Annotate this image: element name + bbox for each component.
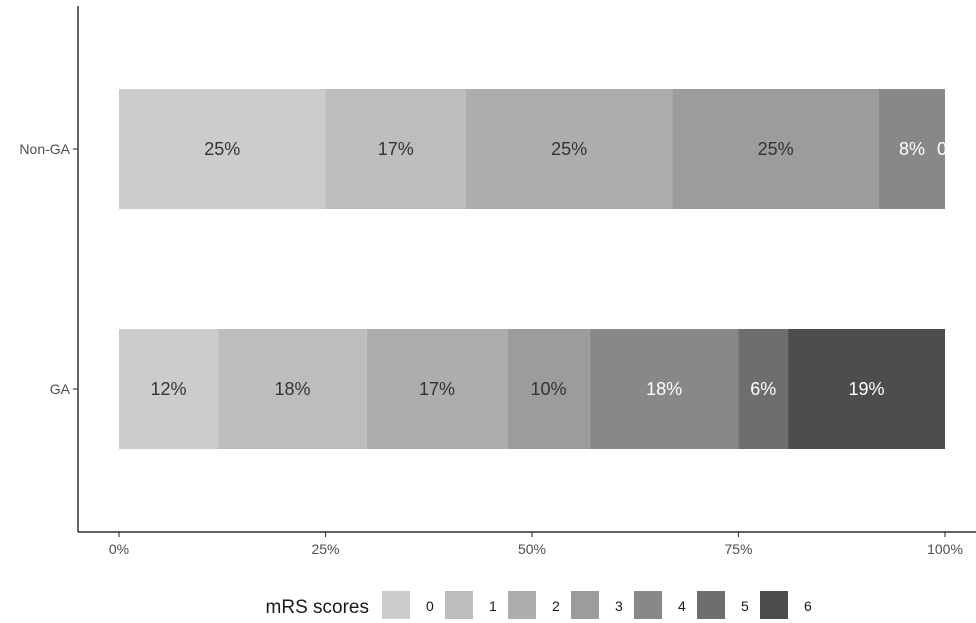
legend-swatch-mrs-1 — [445, 591, 473, 619]
bar-segment-non-ga-mrs-3 — [672, 89, 879, 209]
y-ticks-layer: Non-GA GA — [19, 141, 78, 397]
bar-segment-ga-mrs-0 — [119, 329, 219, 449]
legend-swatch-mrs-5 — [697, 591, 725, 619]
x-tick-label: 25% — [311, 541, 339, 557]
bar-segment-ga-mrs-3 — [507, 329, 590, 449]
legend: mRS scores 0 1 2 3 4 5 6 — [266, 591, 812, 619]
legend-swatch-mrs-3 — [571, 591, 599, 619]
legend-swatch-mrs-2 — [508, 591, 536, 619]
x-tick-label: 0% — [109, 541, 129, 557]
legend-title: mRS scores — [266, 597, 369, 618]
bar-segment-ga-mrs-4 — [589, 329, 739, 449]
legend-swatch-mrs-4 — [634, 591, 662, 619]
bar-label-ga-mrs-3: 10% — [531, 379, 567, 399]
y-tick-label: Non-GA — [19, 141, 70, 157]
legend-swatch-mrs-6 — [760, 591, 788, 619]
bar-segment-ga-mrs-2 — [366, 329, 508, 449]
legend-label-mrs-2: 2 — [552, 598, 560, 614]
bar-label-non-ga-mrs-1: 17% — [378, 139, 414, 159]
x-tick-label: 100% — [927, 541, 963, 557]
y-tick-label: GA — [50, 381, 71, 397]
bar-segment-ga-mrs-5 — [738, 329, 789, 449]
bar-label-ga-mrs-6: 19% — [849, 379, 885, 399]
bar-label-ga-mrs-5: 6% — [750, 379, 776, 399]
bar-segment-ga-mrs-6 — [788, 329, 945, 449]
legend-label-mrs-6: 6 — [804, 598, 812, 614]
axes-layer — [77, 6, 976, 533]
bar-segment-non-ga-mrs-4 — [878, 89, 945, 209]
bar-segment-non-ga-mrs-1 — [325, 89, 466, 209]
bar-segment-ga-mrs-1 — [218, 329, 367, 449]
bar-label-non-ga-mrs-3: 25% — [758, 139, 794, 159]
bar-label-ga-mrs-0: 12% — [151, 379, 187, 399]
x-tick-label: 75% — [724, 541, 752, 557]
legend-label-mrs-5: 5 — [741, 598, 749, 614]
bar-label-non-ga-mrs-2: 25% — [551, 139, 587, 159]
x-ticks-layer: 0% 25% 50% 75% 100% — [109, 532, 963, 557]
bars-layer: 25% 17% 25% 25% 8% 0% 12% 18% 17% 10% 18% 6% 19% — [119, 89, 963, 449]
bar-label-non-ga-mrs-5: 0% — [937, 139, 963, 159]
legend-label-mrs-4: 4 — [678, 598, 686, 614]
bar-label-ga-mrs-4: 18% — [646, 379, 682, 399]
bar-label-ga-mrs-2: 17% — [419, 379, 455, 399]
legend-label-mrs-1: 1 — [489, 598, 497, 614]
bar-label-non-ga-mrs-4: 8% — [899, 139, 925, 159]
legend-label-mrs-3: 3 — [615, 598, 623, 614]
bar-label-non-ga-mrs-0: 25% — [204, 139, 240, 159]
bar-segment-non-ga-mrs-0 — [119, 89, 326, 209]
legend-swatch-mrs-0 — [382, 591, 410, 619]
legend-label-mrs-0: 0 — [426, 598, 434, 614]
x-tick-label: 50% — [518, 541, 546, 557]
bar-segment-non-ga-mrs-2 — [465, 89, 673, 209]
bar-label-ga-mrs-1: 18% — [274, 379, 310, 399]
